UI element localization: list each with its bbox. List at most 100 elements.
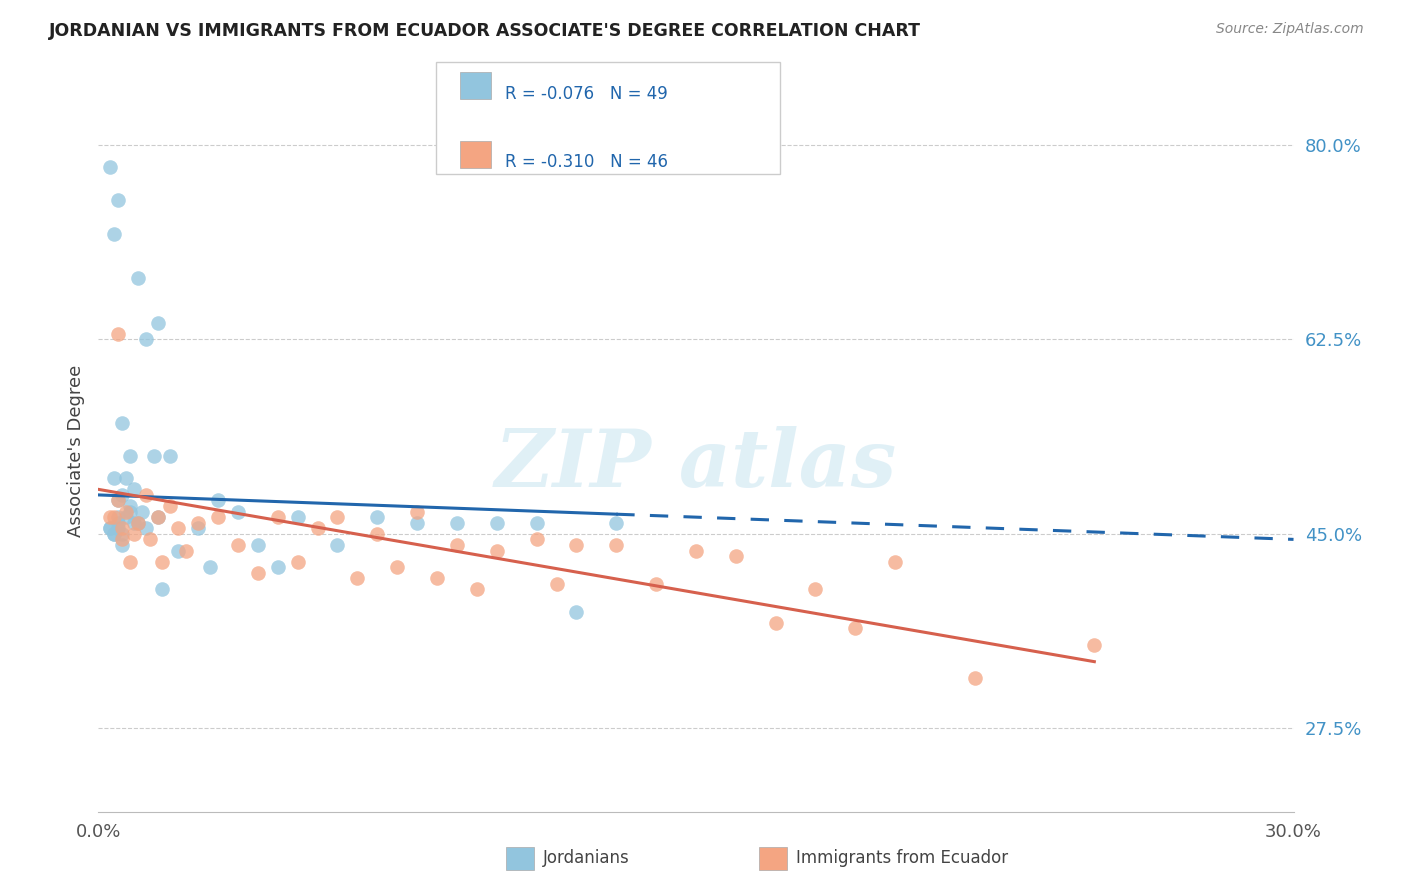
Point — [107, 516, 129, 530]
Text: R = -0.076   N = 49: R = -0.076 N = 49 — [505, 85, 668, 103]
Point — [111, 488, 134, 502]
Point — [246, 538, 269, 552]
Point — [724, 549, 747, 563]
Point — [685, 543, 707, 558]
Point — [765, 615, 787, 630]
Point — [127, 271, 149, 285]
Point — [98, 521, 122, 535]
Point — [111, 533, 134, 547]
Point — [124, 526, 146, 541]
Point — [226, 538, 249, 552]
Point — [135, 521, 157, 535]
Point — [98, 160, 122, 174]
Point — [366, 510, 388, 524]
Point — [159, 449, 181, 463]
Point — [187, 521, 209, 535]
Point — [115, 471, 138, 485]
Point — [115, 510, 138, 524]
Point — [167, 543, 190, 558]
Point — [267, 560, 290, 574]
Text: Jordanians: Jordanians — [543, 849, 630, 867]
Point — [645, 577, 668, 591]
Point — [120, 555, 142, 569]
Point — [207, 493, 229, 508]
Point — [159, 499, 181, 513]
Point — [526, 533, 548, 547]
Point — [127, 516, 149, 530]
Point — [148, 316, 170, 330]
Point — [485, 543, 508, 558]
Point — [198, 560, 221, 574]
Point — [1083, 638, 1105, 652]
Point — [167, 521, 190, 535]
Point — [103, 510, 125, 524]
Point — [246, 566, 269, 580]
Point — [326, 538, 349, 552]
Point — [107, 493, 129, 508]
Point — [135, 332, 157, 346]
Text: R = -0.310   N = 46: R = -0.310 N = 46 — [505, 153, 668, 171]
Point — [107, 493, 129, 508]
Text: Source: ZipAtlas.com: Source: ZipAtlas.com — [1216, 22, 1364, 37]
Point — [111, 526, 134, 541]
Point — [150, 555, 173, 569]
Point — [187, 516, 209, 530]
Point — [366, 526, 388, 541]
Point — [605, 538, 627, 552]
Point — [124, 483, 146, 497]
Point — [127, 516, 149, 530]
Point — [139, 533, 162, 547]
Point — [207, 510, 229, 524]
Point — [267, 510, 290, 524]
Point — [111, 416, 134, 430]
Point — [103, 526, 125, 541]
Point — [103, 471, 125, 485]
Point — [326, 510, 349, 524]
Point — [565, 538, 588, 552]
Point — [526, 516, 548, 530]
Point — [844, 621, 866, 635]
Point — [131, 505, 153, 519]
Point — [107, 510, 129, 524]
Point — [124, 516, 146, 530]
Point — [103, 227, 125, 241]
Point — [120, 499, 142, 513]
Point — [426, 571, 449, 585]
Point — [98, 510, 122, 524]
Point — [546, 577, 568, 591]
Point — [111, 521, 134, 535]
Point — [287, 510, 309, 524]
Text: JORDANIAN VS IMMIGRANTS FROM ECUADOR ASSOCIATE'S DEGREE CORRELATION CHART: JORDANIAN VS IMMIGRANTS FROM ECUADOR ASS… — [49, 22, 921, 40]
Point — [174, 543, 197, 558]
Point — [103, 526, 125, 541]
Point — [226, 505, 249, 519]
Point — [884, 555, 907, 569]
Point — [135, 488, 157, 502]
Point — [804, 582, 827, 597]
Point — [446, 516, 468, 530]
Point — [465, 582, 488, 597]
Point — [98, 521, 122, 535]
Point — [406, 516, 429, 530]
Point — [107, 194, 129, 208]
Point — [446, 538, 468, 552]
Point — [148, 510, 170, 524]
Point — [107, 521, 129, 535]
Point — [107, 326, 129, 341]
Point — [605, 516, 627, 530]
Y-axis label: Associate's Degree: Associate's Degree — [66, 364, 84, 537]
Text: ZIP atlas: ZIP atlas — [495, 426, 897, 504]
Point — [111, 538, 134, 552]
Point — [143, 449, 166, 463]
Point — [150, 582, 173, 597]
Point — [385, 560, 409, 574]
Point — [307, 521, 329, 535]
Text: Immigrants from Ecuador: Immigrants from Ecuador — [796, 849, 1008, 867]
Point — [565, 605, 588, 619]
Point — [115, 505, 138, 519]
Point — [346, 571, 368, 585]
Point — [406, 505, 429, 519]
Point — [963, 671, 986, 685]
Point — [148, 510, 170, 524]
Point — [485, 516, 508, 530]
